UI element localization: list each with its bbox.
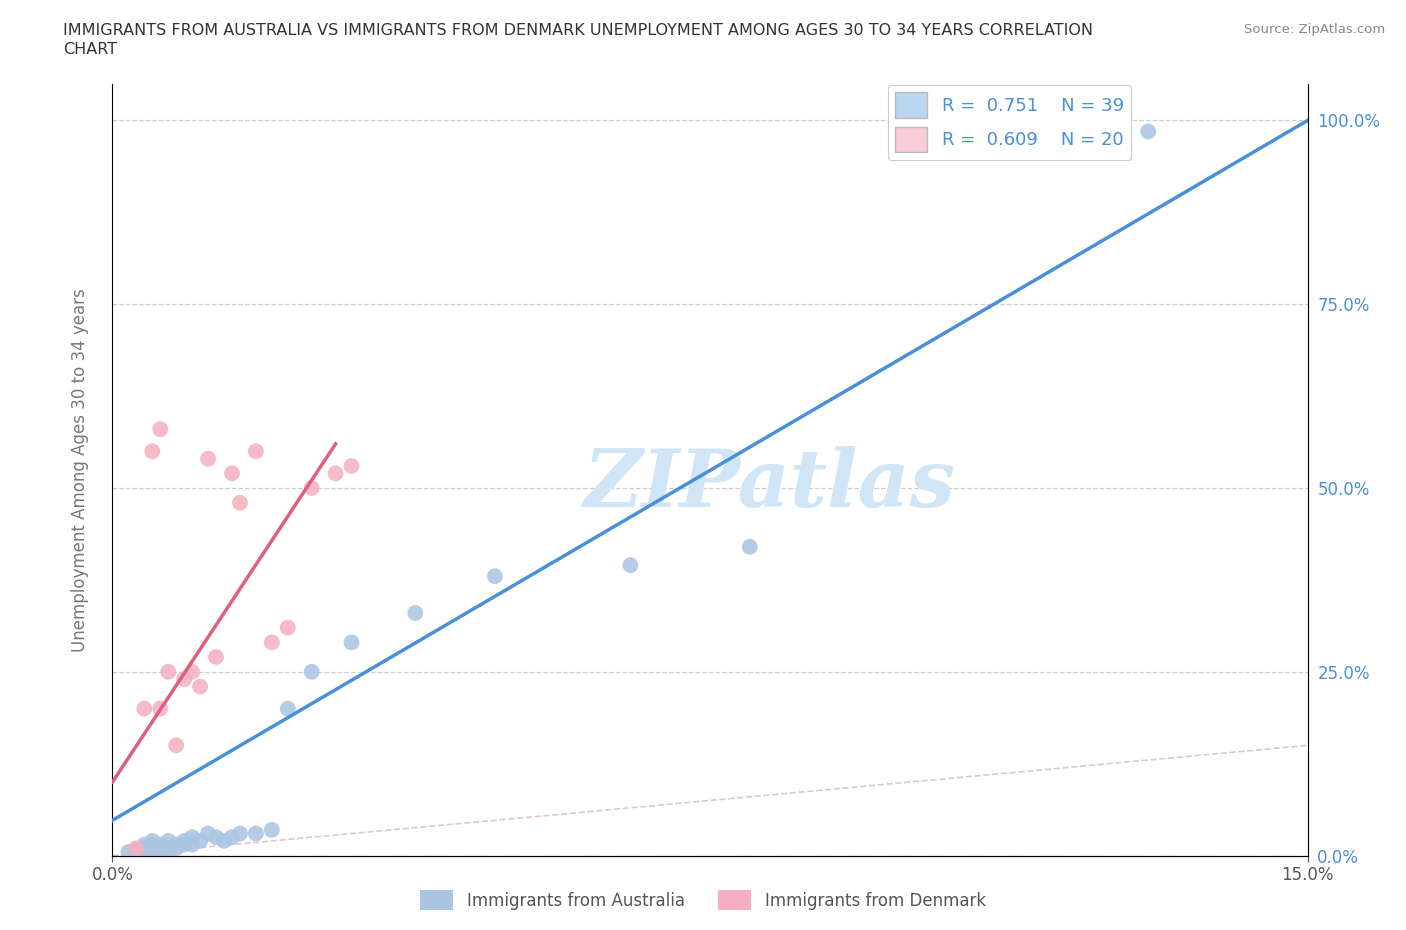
Point bbox=[1097, 116, 1119, 131]
Point bbox=[157, 664, 180, 679]
Point bbox=[134, 837, 156, 852]
Point bbox=[404, 605, 426, 620]
Point bbox=[149, 841, 172, 856]
Point bbox=[229, 496, 252, 511]
Point bbox=[325, 466, 347, 481]
Point bbox=[277, 620, 299, 635]
Point bbox=[173, 671, 195, 686]
Text: ZIPatlas: ZIPatlas bbox=[583, 446, 956, 524]
Text: Source: ZipAtlas.com: Source: ZipAtlas.com bbox=[1244, 23, 1385, 36]
Point bbox=[157, 841, 180, 856]
Point bbox=[165, 841, 187, 856]
Point bbox=[165, 737, 187, 752]
Legend: R =  0.751    N = 39, R =  0.609    N = 20: R = 0.751 N = 39, R = 0.609 N = 20 bbox=[887, 85, 1132, 160]
Point bbox=[340, 635, 363, 650]
Point bbox=[173, 837, 195, 852]
Point bbox=[245, 826, 267, 841]
Point bbox=[181, 837, 204, 852]
Point bbox=[173, 833, 195, 848]
Point bbox=[125, 843, 148, 857]
Point bbox=[221, 466, 243, 481]
Point bbox=[197, 451, 219, 466]
Point bbox=[221, 830, 243, 844]
Point bbox=[181, 664, 204, 679]
Point bbox=[149, 422, 172, 437]
Point bbox=[277, 701, 299, 716]
Point bbox=[205, 830, 228, 844]
Point bbox=[738, 539, 761, 554]
Point bbox=[134, 844, 156, 859]
Point bbox=[149, 844, 172, 859]
Point bbox=[205, 650, 228, 665]
Point bbox=[301, 481, 323, 496]
Point bbox=[484, 569, 506, 584]
Text: IMMIGRANTS FROM AUSTRALIA VS IMMIGRANTS FROM DENMARK UNEMPLOYMENT AMONG AGES 30 : IMMIGRANTS FROM AUSTRALIA VS IMMIGRANTS … bbox=[63, 23, 1094, 38]
Point bbox=[125, 844, 148, 859]
Point bbox=[165, 837, 187, 852]
Point bbox=[1137, 124, 1160, 139]
Point bbox=[188, 679, 211, 694]
Point bbox=[619, 558, 641, 573]
Point bbox=[141, 841, 163, 856]
Point bbox=[149, 701, 172, 716]
Point bbox=[260, 822, 283, 837]
Point bbox=[141, 844, 163, 859]
Point bbox=[149, 837, 172, 852]
Point bbox=[141, 837, 163, 852]
Point bbox=[197, 826, 219, 841]
Point bbox=[134, 701, 156, 716]
Point bbox=[260, 635, 283, 650]
Point bbox=[212, 833, 235, 848]
Text: CHART: CHART bbox=[63, 42, 117, 57]
Point bbox=[229, 826, 252, 841]
Point bbox=[157, 844, 180, 859]
Point bbox=[141, 444, 163, 458]
Point bbox=[245, 444, 267, 458]
Point bbox=[157, 833, 180, 848]
Legend: Immigrants from Australia, Immigrants from Denmark: Immigrants from Australia, Immigrants fr… bbox=[413, 884, 993, 917]
Y-axis label: Unemployment Among Ages 30 to 34 years: Unemployment Among Ages 30 to 34 years bbox=[70, 287, 89, 652]
Point bbox=[181, 830, 204, 844]
Point bbox=[188, 833, 211, 848]
Point bbox=[134, 841, 156, 856]
Point bbox=[117, 844, 139, 859]
Point bbox=[141, 833, 163, 848]
Point bbox=[125, 841, 148, 856]
Point bbox=[301, 664, 323, 679]
Point bbox=[340, 458, 363, 473]
